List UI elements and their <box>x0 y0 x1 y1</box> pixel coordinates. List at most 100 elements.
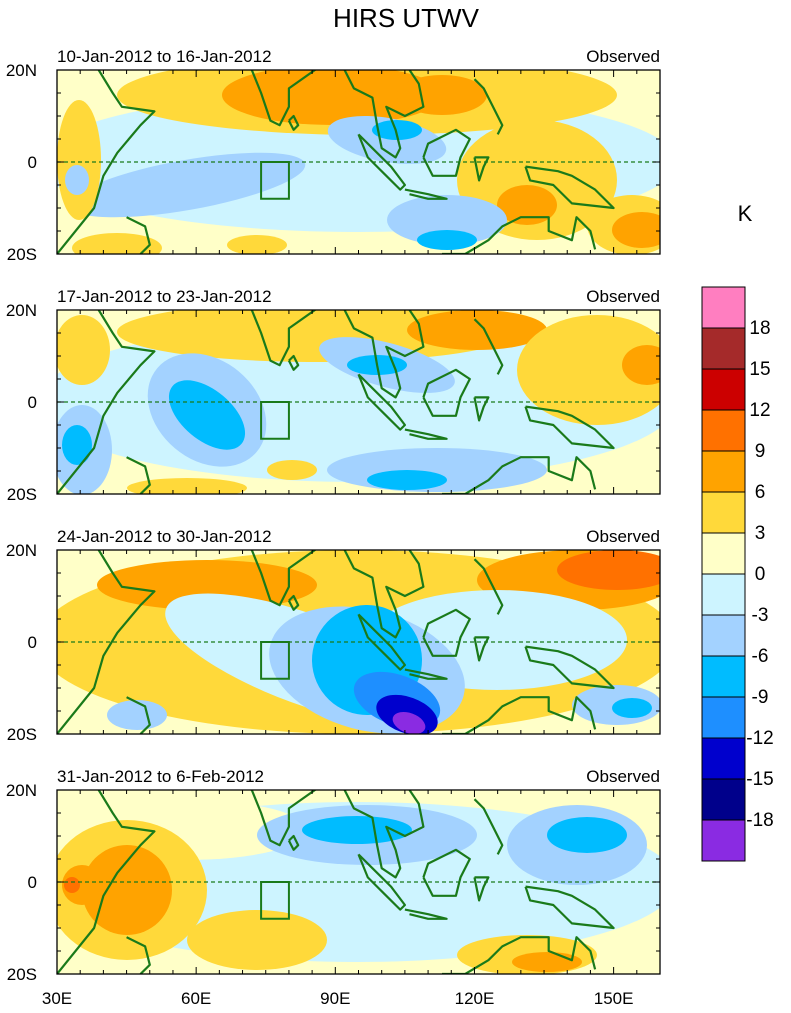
coastline <box>442 456 597 494</box>
coastline <box>524 885 615 930</box>
coastline <box>422 608 471 657</box>
coastline <box>404 428 448 440</box>
coastline <box>524 645 615 690</box>
coastline <box>473 798 504 855</box>
coastline <box>57 790 156 974</box>
colorbar-swatch <box>701 368 746 411</box>
coastline <box>343 550 425 639</box>
coastline <box>57 310 156 494</box>
coastline <box>343 790 425 879</box>
coastline <box>524 405 615 450</box>
colorbar-swatch <box>701 614 746 657</box>
coastline <box>126 456 151 494</box>
coastline <box>473 636 490 662</box>
coastline <box>287 114 300 131</box>
lat-label: 0 <box>28 633 37 652</box>
panel-observed-label: Observed <box>586 527 660 546</box>
coastline <box>442 216 597 254</box>
coastline <box>57 70 156 254</box>
lat-label: 0 <box>28 873 37 892</box>
coastline <box>343 70 425 159</box>
colorbar-swatch <box>701 286 746 329</box>
coastline <box>473 396 490 422</box>
lon-label: 150E <box>594 989 634 1008</box>
colorbar-swatch <box>701 573 746 616</box>
lon-label: 90E <box>320 989 350 1008</box>
colorbar-units: K <box>738 201 753 226</box>
lat-label: 0 <box>28 393 37 412</box>
coastline <box>126 936 151 974</box>
coastline <box>422 848 471 897</box>
colorbar-swatch <box>701 491 746 534</box>
panel-date-range: 10-Jan-2012 to 16-Jan-2012 <box>57 47 272 66</box>
coastline <box>357 853 406 911</box>
anomaly-field <box>57 790 660 974</box>
lat-label: 20S <box>7 725 37 744</box>
colorbar-swatch <box>701 450 746 493</box>
colorbar-level-label: -12 <box>746 728 773 749</box>
coastline <box>287 354 300 371</box>
coastline <box>404 908 448 920</box>
colorbar-level-label: 9 <box>755 441 766 462</box>
lat-label: 20N <box>6 61 37 80</box>
panel-date-range: 31-Jan-2012 to 6-Feb-2012 <box>57 767 264 786</box>
map-panel: 20N 0 20S 24-Jan-2012 to 30-Jan-2012 Observe… <box>6 527 661 744</box>
coastline <box>343 310 425 399</box>
coastline <box>404 188 448 200</box>
colorbar-level-label: 12 <box>749 400 770 421</box>
region-box <box>260 641 290 680</box>
lat-label: 20N <box>6 541 37 560</box>
colorbar-level-label: -9 <box>752 687 769 708</box>
anomaly-field <box>57 550 660 734</box>
coastline <box>404 668 448 680</box>
colorbar-swatch <box>701 327 746 370</box>
lat-label: 20S <box>7 245 37 264</box>
colorbar-level-label: 6 <box>755 482 766 503</box>
lat-label: 0 <box>28 153 37 172</box>
panel-observed-label: Observed <box>586 47 660 66</box>
colorbar-swatch <box>701 737 746 780</box>
region-box <box>260 161 290 200</box>
coastline <box>473 318 504 375</box>
lat-label: 20S <box>7 485 37 504</box>
region-box <box>260 881 290 920</box>
map-panel: 20N 0 20S 17-Jan-2012 to 23-Jan-2012 Observe… <box>6 287 661 504</box>
colorbar-level-label: 18 <box>749 318 770 339</box>
panel-observed-label: Observed <box>586 287 660 306</box>
map-panel: 20N 0 20S 10-Jan-2012 to 16-Jan-2012 Observe… <box>6 47 661 264</box>
coastline <box>473 156 490 182</box>
coastline <box>422 128 471 177</box>
coastline <box>196 790 317 847</box>
map-panel: 20N 0 20S 31-Jan-2012 to 6-Feb-2012 Observed <box>6 767 661 984</box>
colorbar-level-label: -3 <box>752 605 769 626</box>
lat-label: 20N <box>6 301 37 320</box>
colorbar-level-label: -6 <box>752 646 769 667</box>
coastline <box>126 216 151 254</box>
coastline <box>422 368 471 417</box>
coastline <box>287 594 300 611</box>
coastline <box>524 165 615 210</box>
colorbar-level-label: 15 <box>749 359 770 380</box>
coastline <box>126 696 151 734</box>
coastline <box>473 558 504 615</box>
panel-date-range: 17-Jan-2012 to 23-Jan-2012 <box>57 287 272 306</box>
anomaly-field <box>57 310 660 494</box>
coastline <box>442 936 597 974</box>
coastline <box>196 70 317 127</box>
colorbar-swatch <box>701 778 746 821</box>
coastline <box>473 78 504 135</box>
lon-label: 120E <box>455 989 495 1008</box>
lat-label: 20S <box>7 965 37 984</box>
colorbar-swatch <box>701 532 746 575</box>
coastline <box>473 876 490 902</box>
coastline <box>196 310 317 367</box>
colorbar: K 18 15 12 9 6 3 0 -3 -6 -9 -12 -15 -18 <box>701 201 774 862</box>
colorbar-level-label: -15 <box>746 769 773 790</box>
colorbar-swatch <box>701 819 746 862</box>
lon-label: 30E <box>42 989 72 1008</box>
coastline <box>287 834 300 851</box>
anomaly-field <box>57 70 660 254</box>
lon-label: 60E <box>181 989 211 1008</box>
figure-title: HIRS UTWV <box>333 3 480 33</box>
